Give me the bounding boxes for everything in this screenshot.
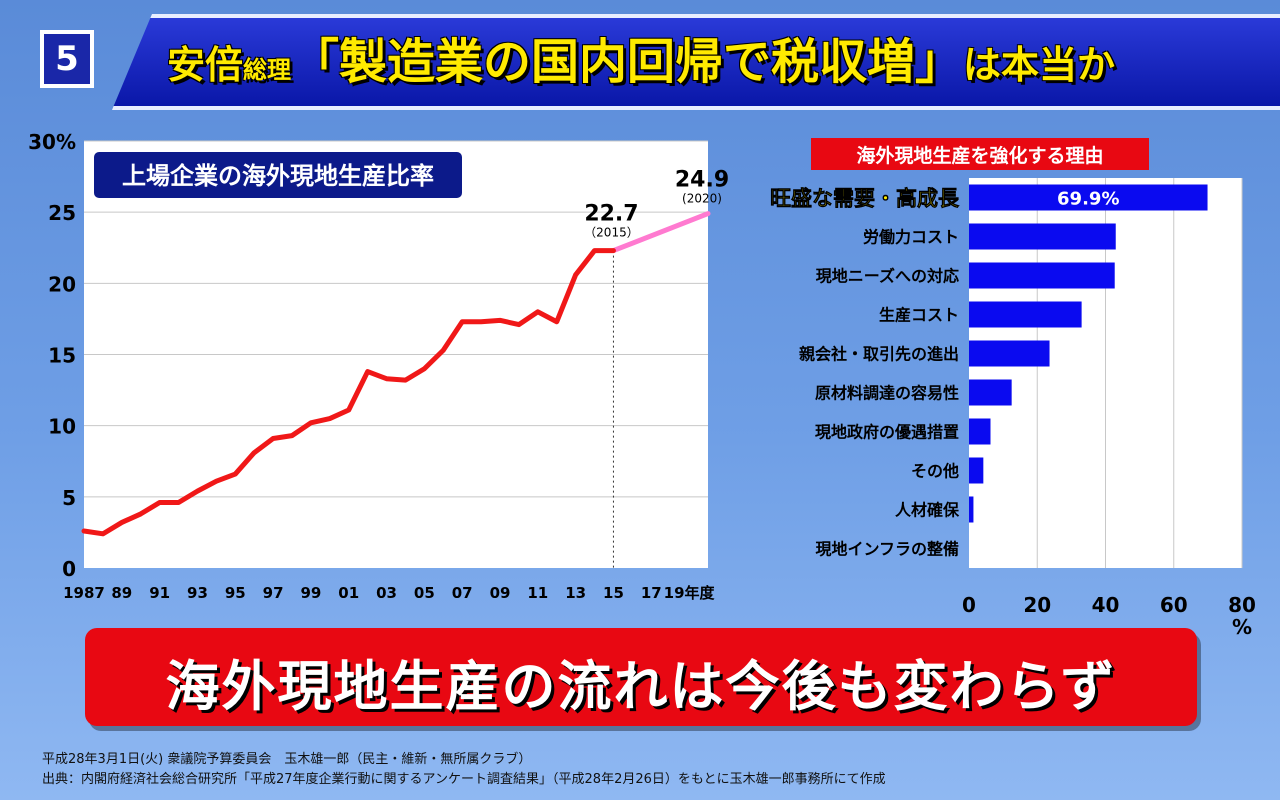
line-chart-annotation-2020-year: (2020) [682, 192, 722, 206]
note-line-1: 平成28年3月1日(火) 衆議院予算委員会 玉木雄一郎（民主・維新・無所属クラブ… [42, 752, 532, 767]
page-title: 安倍総理「製造業の国内回帰で税収増」は本当か [167, 32, 1115, 103]
line-chart-x-tick-label: 03 [376, 584, 397, 602]
title-part4: は本当か [963, 43, 1116, 87]
line-chart-x-tick-label: 93 [187, 584, 208, 602]
bar-chart-category-label: 現地ニーズへの対応 [816, 267, 959, 286]
conclusion-text: 海外現地生産の流れは今後も変わらず [165, 655, 1117, 718]
line-chart-x-tick-label: 09 [490, 584, 511, 602]
line-chart-x-tick-label: 13 [565, 584, 586, 602]
bar-chart-category-label: 労働力コスト [863, 228, 959, 247]
line-chart-x-tick-label: 11 [527, 584, 548, 602]
line-chart-y-tick-label: 10 [48, 415, 76, 439]
bar-chart-x-tick-label: 40 [1092, 593, 1120, 617]
bar-chart-title-box [811, 138, 1149, 170]
line-chart-y-tick-label: 5 [62, 486, 76, 510]
bar-chart-bar [969, 457, 984, 484]
bar-chart-category-label: 生産コスト [879, 306, 959, 325]
bar-chart-data-label: 69.9% [1057, 189, 1119, 210]
bar-chart-bar [969, 184, 1208, 211]
line-chart-x-tick-label: 95 [225, 584, 246, 602]
line-chart-x-tick-label: 91 [149, 584, 170, 602]
line-chart-y-tick-label: 20 [48, 272, 76, 296]
bar-chart-x-tick-label: 80 [1228, 593, 1256, 617]
bar-chart-category-label: 旺盛な需要・高成長 [770, 187, 960, 211]
line-chart-annotation-2020: 24.9 [675, 168, 729, 193]
line-chart-x-tick-label: 99 [300, 584, 321, 602]
bar-chart-category-label: 親会社・取引先の進出 [799, 345, 959, 364]
bar-chart-x-tick-label: 0 [962, 593, 976, 617]
line-chart-y-tick-label: 15 [48, 344, 76, 368]
line-chart-y-tick-label: 25 [48, 201, 76, 225]
line-chart-x-tick-label: 97 [263, 584, 284, 602]
bar-chart-category-label: 原材料調達の容易性 [815, 384, 959, 403]
line-chart-x-tick-label: 15 [603, 584, 624, 602]
bar-chart-x-tick-label: 60 [1160, 593, 1188, 617]
line-chart-y-tick-label: 30% [28, 130, 76, 154]
title-part2: 総理 [243, 56, 292, 84]
line-chart-x-tick-label: 19年度 [664, 584, 716, 602]
line-chart-x-tick-label: 05 [414, 584, 435, 602]
bar-chart-category-label: 現地政府の優遇措置 [815, 423, 959, 442]
bar-chart-bar [969, 496, 974, 523]
bar-chart-bar [969, 301, 1082, 328]
title-banner: 安倍総理「製造業の国内回帰で税収増」は本当か [112, 14, 1280, 110]
line-chart-x-tick-label: 1987 [63, 584, 105, 602]
bar-chart-bar [969, 262, 1115, 289]
bar-chart-bar [969, 340, 1050, 367]
bar-chart-category-label: 現地インフラの整備 [815, 540, 959, 559]
bar-chart-x-unit: % [1232, 615, 1252, 639]
title-part3: 「製造業の国内回帰で税収増」 [291, 34, 964, 90]
line-chart-annotation-2015-year: （2015） [584, 226, 639, 240]
line-chart-x-tick-label: 17 [641, 584, 662, 602]
line-chart-projection-line [610, 211, 711, 254]
conclusion-banner: 海外現地生産の流れは今後も変わらず [85, 628, 1197, 726]
line-chart-annotation-2015: 22.7 [584, 202, 638, 227]
bar-chart-bar [969, 379, 1012, 406]
bar-chart-bar [969, 418, 991, 445]
line-chart-x-tick-label: 01 [338, 584, 359, 602]
bar-chart-title: 海外現地生産を強化する理由 [856, 144, 1103, 167]
line-chart-y-tick-label: 0 [62, 557, 76, 581]
line-chart-x-tick-label: 89 [111, 584, 132, 602]
bar-chart-bar [969, 223, 1116, 250]
bar-chart-category-label: 人材確保 [895, 501, 960, 520]
bar-chart-x-tick-label: 20 [1023, 593, 1051, 617]
title-part1: 安倍 [167, 43, 244, 87]
line-chart-series-line [81, 248, 616, 537]
line-chart-x-tick-label: 07 [452, 584, 473, 602]
note-line-2: 出典：内閣府経済社会総合研究所「平成27年度企業行動に関するアンケート調査結果」… [42, 772, 886, 787]
line-chart-title: 上場企業の海外現地生産比率 [122, 162, 434, 190]
bar-chart-category-label: その他 [911, 462, 959, 481]
slide-number: 5 [40, 30, 94, 88]
line-chart-title-box [92, 150, 464, 200]
